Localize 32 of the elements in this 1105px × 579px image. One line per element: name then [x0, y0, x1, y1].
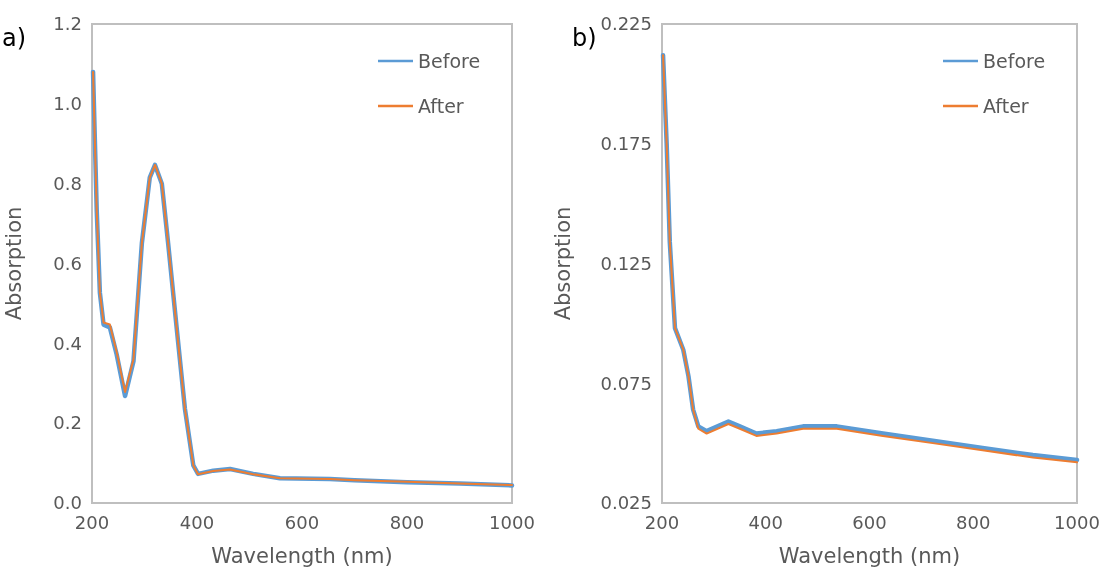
x-tick-label: 800 — [389, 512, 425, 533]
legend-label: After — [983, 94, 1029, 117]
x-tick-label: 600 — [284, 512, 320, 533]
legend-label: Before — [983, 49, 1046, 72]
y-tick-label: 1.0 — [53, 93, 82, 115]
y-tick-label: 0.4 — [53, 332, 82, 354]
x-tick-label: 800 — [956, 512, 991, 533]
y-tick-label: 0.075 — [600, 372, 652, 394]
y-tick-label: 0.025 — [600, 492, 652, 514]
x-tick-label: 1000 — [1054, 512, 1100, 533]
legend-label: After — [418, 94, 464, 117]
x-tick-label: 1000 — [489, 512, 535, 533]
y-tick-label: 0.8 — [53, 172, 82, 194]
y-tick-label: 1.2 — [53, 13, 82, 35]
x-tick-label: 200 — [74, 512, 110, 533]
x-tick-label: 400 — [179, 512, 215, 533]
x-axis-title: Wavelength (nm) — [778, 544, 961, 568]
chart-title: b) — [572, 24, 597, 52]
chart-title: a) — [2, 24, 27, 52]
y-tick-label: 0.225 — [600, 13, 652, 35]
x-tick-label: 400 — [748, 512, 783, 533]
x-tick-label: 200 — [644, 512, 680, 533]
y-tick-label: 0.0 — [53, 492, 82, 514]
y-axis-title: Absorption — [550, 206, 575, 321]
x-axis-title: Wavelength (nm) — [211, 544, 393, 568]
y-tick-label: 0.175 — [600, 133, 652, 155]
y-tick-label: 0.125 — [600, 252, 652, 274]
x-tick-label: 600 — [852, 512, 887, 533]
y-tick-label: 0.2 — [53, 412, 82, 434]
y-axis-title: Absorption — [1, 206, 26, 321]
legend-label: Before — [418, 49, 481, 72]
y-tick-label: 0.6 — [53, 252, 82, 274]
